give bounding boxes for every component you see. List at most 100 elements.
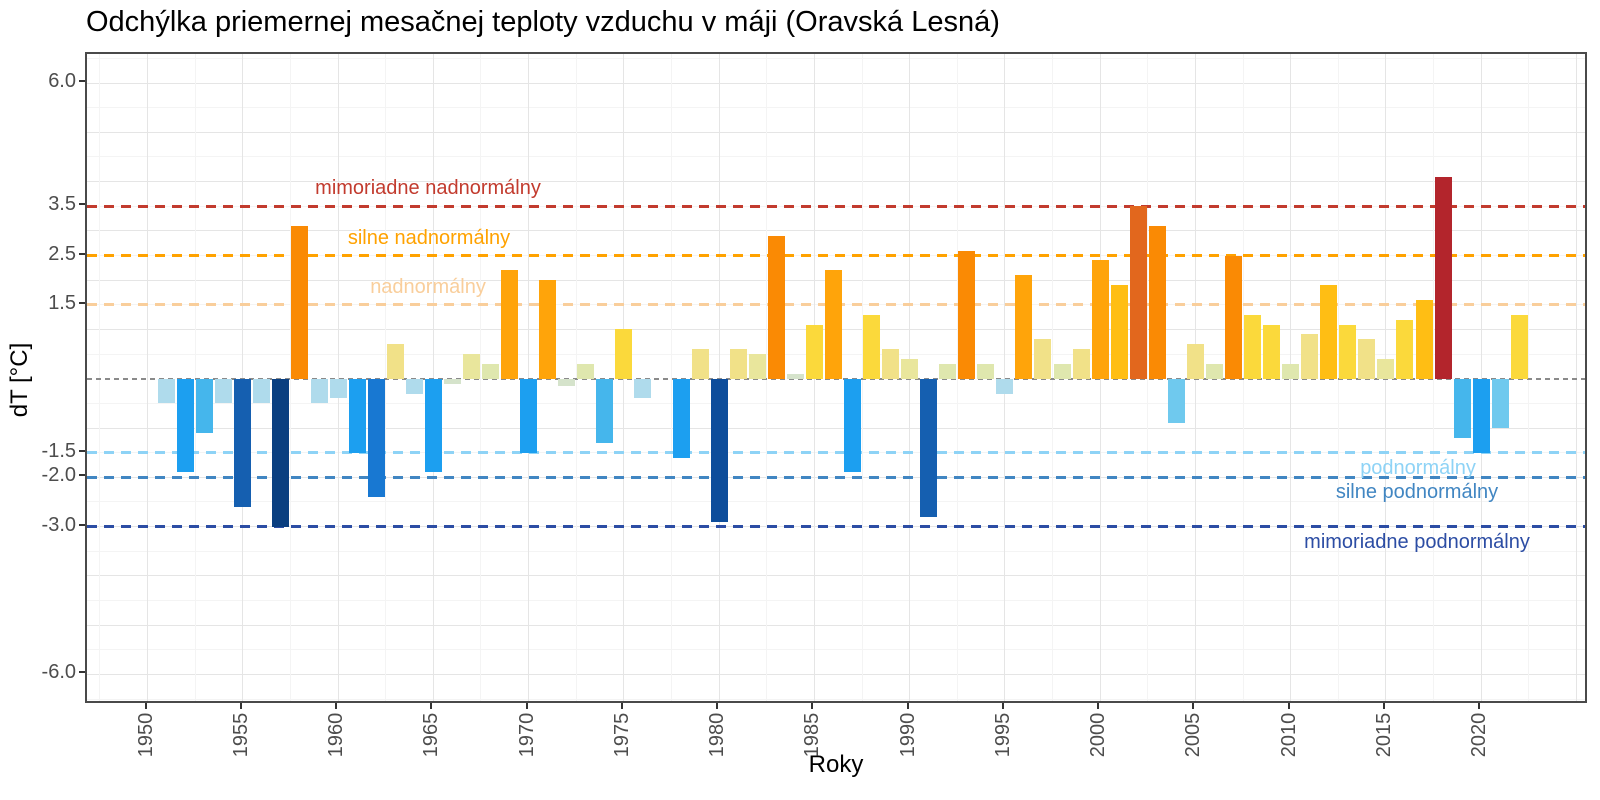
bar-1957 (272, 378, 290, 527)
y-tick-label: 1.5 (48, 291, 76, 314)
v-gridline (528, 54, 530, 701)
x-tick-label: 1950 (134, 712, 157, 758)
x-tick-label: 1985 (801, 712, 824, 758)
x-tick-label: 1995 (991, 712, 1014, 758)
v-gridline (1242, 54, 1244, 701)
h-gridline (87, 698, 1585, 700)
bar-2013 (1339, 324, 1357, 379)
y-tick (79, 449, 85, 452)
y-tick (79, 203, 85, 206)
h-gridline (87, 575, 1585, 577)
bar-1956 (253, 378, 271, 404)
y-tick (79, 671, 85, 674)
x-tick (335, 703, 338, 709)
x-tick (144, 703, 147, 709)
h-gridline (87, 107, 1585, 109)
bar-1958 (291, 225, 309, 379)
x-tick (525, 703, 528, 709)
bar-2000 (1091, 260, 1109, 379)
threshold-line (87, 204, 1585, 208)
threshold-label: mimoriadne podnormálny (1304, 530, 1530, 553)
bar-1991 (920, 378, 938, 517)
v-gridline (99, 54, 101, 701)
bar-2022 (1510, 314, 1528, 379)
bar-2011 (1301, 334, 1319, 379)
bar-1963 (386, 344, 404, 379)
h-gridline (87, 131, 1585, 133)
h-gridline (87, 501, 1585, 503)
y-tick-label: 3.5 (48, 193, 76, 216)
bar-2016 (1396, 319, 1414, 379)
bar-2019 (1453, 378, 1471, 438)
bar-2001 (1110, 285, 1128, 379)
x-tick (1097, 703, 1100, 709)
bar-1962 (367, 378, 385, 498)
threshold-label: silne podnormálny (1335, 481, 1499, 504)
bar-2020 (1472, 378, 1490, 453)
y-tick-label: 2.5 (48, 242, 76, 265)
x-tick-label: 1980 (706, 712, 729, 758)
h-gridline (87, 624, 1585, 626)
bar-1994 (977, 363, 995, 379)
v-gridline (718, 54, 720, 701)
y-tick-label: -2.0 (41, 464, 76, 487)
bar-1999 (1072, 349, 1090, 379)
bar-1971 (539, 280, 557, 379)
bar-1960 (329, 378, 347, 399)
y-tick-label: -1.5 (41, 439, 76, 462)
h-gridline (87, 181, 1585, 183)
h-gridline (87, 156, 1585, 158)
bar-1995 (996, 378, 1014, 394)
bar-2002 (1129, 206, 1147, 379)
threshold-label: nadnormálny (370, 275, 486, 298)
threshold-line (87, 451, 1585, 455)
bar-1982 (748, 354, 766, 379)
h-gridline (87, 230, 1585, 232)
bar-1979 (691, 349, 709, 379)
bar-1955 (234, 378, 252, 507)
bar-2008 (1244, 314, 1262, 379)
y-tick-label: -6.0 (41, 661, 76, 684)
x-tick (716, 703, 719, 709)
x-tick-label: 1965 (420, 712, 443, 758)
h-gridline (87, 600, 1585, 602)
x-tick (430, 703, 433, 709)
y-tick (79, 252, 85, 255)
bar-1967 (462, 354, 480, 379)
v-gridline (1528, 54, 1530, 701)
bar-1970 (520, 378, 538, 453)
bar-2007 (1225, 255, 1242, 379)
bar-2015 (1377, 359, 1395, 379)
bar-1978 (672, 378, 690, 458)
bar-1992 (939, 363, 957, 379)
x-axis-title: Roky (808, 751, 864, 778)
threshold-label: podnormálny (1360, 456, 1476, 479)
v-gridline (289, 54, 291, 701)
zero-reference-line (87, 377, 1585, 380)
bar-1980 (710, 378, 728, 522)
threshold-line (87, 525, 1585, 529)
v-gridline (575, 54, 577, 701)
bar-1974 (596, 378, 614, 443)
v-gridline (1337, 54, 1339, 701)
bar-2012 (1320, 285, 1338, 379)
bar-1959 (310, 378, 328, 404)
x-tick (239, 703, 242, 709)
h-gridline (87, 57, 1585, 59)
x-tick (1001, 703, 1004, 709)
v-gridline (956, 54, 958, 701)
bar-2004 (1167, 378, 1185, 424)
h-gridline (87, 402, 1585, 404)
bar-1965 (424, 378, 442, 473)
x-tick (1192, 703, 1195, 709)
bar-2018 (1434, 176, 1452, 379)
bar-1968 (482, 363, 499, 379)
x-tick-label: 1960 (325, 712, 348, 758)
x-tick-label: 2015 (1372, 712, 1395, 758)
x-tick-label: 1990 (896, 712, 919, 758)
h-gridline (87, 427, 1585, 429)
bar-1987 (843, 378, 861, 473)
v-gridline (670, 54, 672, 701)
x-tick-label: 1970 (515, 712, 538, 758)
